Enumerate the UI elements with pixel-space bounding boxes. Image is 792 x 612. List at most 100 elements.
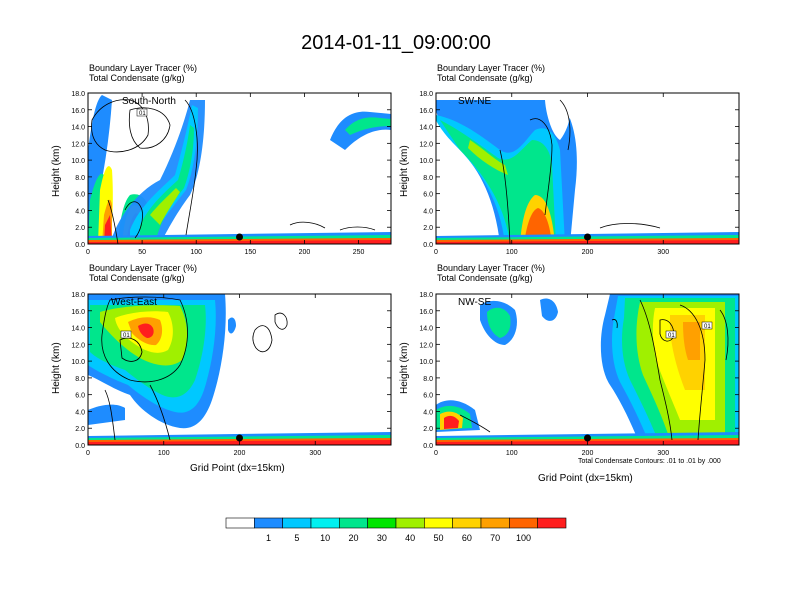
axes: 0.0 2.0 4.0 6.0 8.0 10.0 12.0 14.0 16.0 18.0 0 50 10… bbox=[71, 91, 392, 256]
y-tick-label: 2.0 bbox=[423, 225, 433, 232]
colorbar-swatch bbox=[395, 517, 425, 529]
colorbar-swatch bbox=[367, 517, 397, 529]
colorbar-swatch bbox=[452, 517, 482, 529]
colorbar-swatch bbox=[310, 517, 340, 529]
tracer-field bbox=[88, 294, 391, 445]
y-tick-label: 14.0 bbox=[71, 125, 85, 132]
colorbar-swatch bbox=[509, 517, 538, 529]
x-tick-label: 0 bbox=[86, 249, 90, 256]
x-tick-label: 200 bbox=[234, 450, 246, 457]
y-tick-label: 10.0 bbox=[419, 359, 433, 366]
y-tick-label: 18.0 bbox=[71, 292, 85, 299]
axes: 0.0 2.0 4.0 6.0 8.0 10.0 12.0 14.0 16.0 18.0 0 100 2… bbox=[419, 292, 740, 457]
colorbar-swatch bbox=[282, 517, 312, 529]
y-tick-label: 12.0 bbox=[419, 342, 433, 349]
x-tick-label: 200 bbox=[299, 249, 311, 256]
y-tick-label: 2.0 bbox=[423, 426, 433, 433]
y-tick-label: 0.0 bbox=[75, 242, 85, 249]
x-tick-label: 0 bbox=[434, 450, 438, 457]
y-tick-label: 2.0 bbox=[75, 225, 85, 232]
y-tick-label: 18.0 bbox=[419, 292, 433, 299]
contour-label-box bbox=[120, 330, 132, 339]
tracer-field bbox=[436, 294, 739, 445]
x-tick-label: 200 bbox=[582, 450, 594, 457]
y-tick-label: 16.0 bbox=[71, 108, 85, 115]
contour-label-box bbox=[136, 108, 148, 117]
colorbar-label: 10 bbox=[320, 533, 330, 543]
y-tick-label: 12.0 bbox=[419, 141, 433, 148]
condensate-contours bbox=[91, 99, 376, 244]
panel-title: Boundary Layer Tracer (%) Total Condensa… bbox=[437, 263, 545, 283]
colorbar-label: 40 bbox=[405, 533, 415, 543]
y-tick-label: 8.0 bbox=[75, 175, 85, 182]
panel-title: Boundary Layer Tracer (%) Total Condensa… bbox=[437, 63, 545, 83]
panel-title-line-1: Boundary Layer Tracer (%) bbox=[89, 263, 198, 273]
x-tick-label: 300 bbox=[657, 450, 669, 457]
y-tick-label: 0.0 bbox=[423, 242, 433, 249]
y-tick-label: 4.0 bbox=[423, 409, 433, 416]
panel-title-line-2: Total Condensate (g/kg) bbox=[89, 273, 185, 283]
x-axis-label: Grid Point (dx=15km) bbox=[190, 463, 285, 474]
main-title: 2014-01-11_09:00:00 bbox=[301, 32, 491, 54]
x-tick-label: 100 bbox=[158, 450, 170, 457]
x-tick-label: 300 bbox=[309, 450, 321, 457]
condensate-contours bbox=[101, 296, 288, 441]
y-tick-label: 10.0 bbox=[71, 158, 85, 165]
colorbar-swatch bbox=[339, 517, 368, 529]
panel-label: SW-NE bbox=[458, 96, 491, 107]
colorbar-swatch bbox=[424, 517, 453, 529]
y-tick-label: 10.0 bbox=[419, 158, 433, 165]
location-marker bbox=[584, 434, 591, 442]
panel-title: Boundary Layer Tracer (%) Total Condensa… bbox=[89, 263, 197, 283]
panel-title-line-1: Boundary Layer Tracer (%) bbox=[437, 63, 546, 73]
colorbar-label: 60 bbox=[462, 533, 472, 543]
contour-label: 01 bbox=[123, 333, 130, 339]
x-tick-label: 100 bbox=[190, 249, 202, 256]
y-tick-label: 0.0 bbox=[423, 443, 433, 450]
panel-label: NW-SE bbox=[458, 297, 491, 308]
location-marker bbox=[236, 434, 243, 442]
x-tick-label: 100 bbox=[506, 450, 518, 457]
x-axis-label: Grid Point (dx=15km) bbox=[538, 473, 633, 484]
y-tick-label: 12.0 bbox=[71, 141, 85, 148]
colorbar-swatch bbox=[225, 517, 255, 529]
panel-title-line-2: Total Condensate (g/kg) bbox=[89, 73, 185, 83]
colorbar-label: 30 bbox=[377, 533, 387, 543]
colorbar-label: 50 bbox=[433, 533, 443, 543]
y-tick-label: 8.0 bbox=[423, 175, 433, 182]
x-tick-label: 100 bbox=[506, 249, 518, 256]
x-tick-label: 0 bbox=[434, 249, 438, 256]
y-tick-label: 16.0 bbox=[419, 309, 433, 316]
colorbar: 1 5 10 20 30 40 50 60 70 100 bbox=[225, 517, 567, 543]
panel-title-line-1: Boundary Layer Tracer (%) bbox=[437, 263, 546, 273]
x-tick-label: 0 bbox=[86, 450, 90, 457]
colorbar-swatch bbox=[480, 517, 510, 529]
y-tick-label: 6.0 bbox=[75, 393, 85, 400]
colorbar-swatch bbox=[254, 517, 283, 529]
panel-title-line-2: Total Condensate (g/kg) bbox=[437, 273, 533, 283]
x-tick-label: 250 bbox=[353, 249, 365, 256]
y-tick-label: 14.0 bbox=[419, 326, 433, 333]
contour-label: 01 bbox=[704, 324, 711, 330]
y-tick-label: 6.0 bbox=[75, 192, 85, 199]
y-tick-label: 18.0 bbox=[419, 91, 433, 98]
condensate-contours bbox=[499, 99, 661, 244]
tracer-field bbox=[88, 95, 391, 244]
panel-label: South-North bbox=[122, 96, 176, 107]
colorbar-label: 1 bbox=[266, 533, 271, 543]
location-marker bbox=[584, 233, 591, 241]
tracer-field bbox=[436, 96, 739, 244]
panel-title: Boundary Layer Tracer (%) Total Condensa… bbox=[89, 63, 197, 83]
y-tick-label: 10.0 bbox=[71, 359, 85, 366]
contour-label-box bbox=[701, 321, 713, 330]
plot-frame bbox=[87, 92, 392, 245]
y-tick-label: 12.0 bbox=[71, 342, 85, 349]
y-tick-label: 4.0 bbox=[75, 409, 85, 416]
y-tick-label: 14.0 bbox=[71, 326, 85, 333]
x-tick-label: 150 bbox=[244, 249, 256, 256]
colorbar-label: 70 bbox=[490, 533, 500, 543]
y-tick-label: 4.0 bbox=[75, 208, 85, 215]
colorbar-label: 5 bbox=[294, 533, 299, 543]
y-tick-label: 8.0 bbox=[423, 376, 433, 383]
